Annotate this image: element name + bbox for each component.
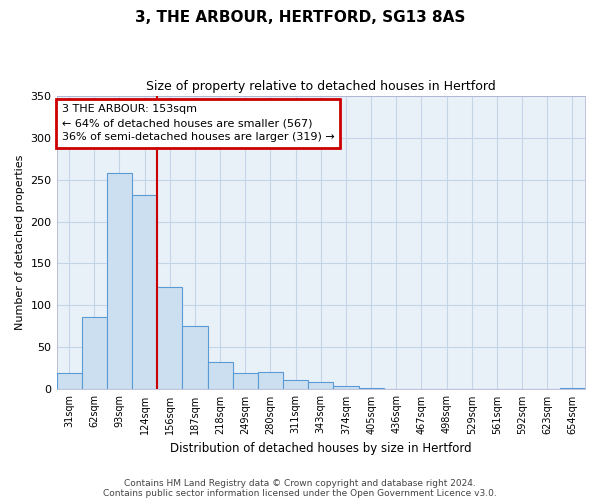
- Text: Contains public sector information licensed under the Open Government Licence v3: Contains public sector information licen…: [103, 488, 497, 498]
- Bar: [107, 173, 132, 390]
- Text: 3, THE ARBOUR, HERTFORD, SG13 8AS: 3, THE ARBOUR, HERTFORD, SG13 8AS: [135, 10, 465, 25]
- Bar: [283, 380, 308, 390]
- Bar: [233, 372, 258, 390]
- Bar: [560, 388, 585, 390]
- Bar: [56, 374, 82, 390]
- Title: Size of property relative to detached houses in Hertford: Size of property relative to detached ho…: [146, 80, 496, 93]
- X-axis label: Distribution of detached houses by size in Hertford: Distribution of detached houses by size …: [170, 442, 472, 455]
- Text: Contains HM Land Registry data © Crown copyright and database right 2024.: Contains HM Land Registry data © Crown c…: [124, 478, 476, 488]
- Bar: [308, 382, 334, 390]
- Bar: [182, 326, 208, 390]
- Y-axis label: Number of detached properties: Number of detached properties: [15, 155, 25, 330]
- Bar: [157, 287, 182, 390]
- Bar: [359, 388, 383, 390]
- Bar: [82, 317, 107, 390]
- Bar: [258, 372, 283, 390]
- Bar: [132, 196, 157, 390]
- Text: 3 THE ARBOUR: 153sqm
← 64% of detached houses are smaller (567)
36% of semi-deta: 3 THE ARBOUR: 153sqm ← 64% of detached h…: [62, 104, 335, 142]
- Bar: [334, 386, 359, 390]
- Bar: [383, 388, 409, 390]
- Bar: [208, 362, 233, 390]
